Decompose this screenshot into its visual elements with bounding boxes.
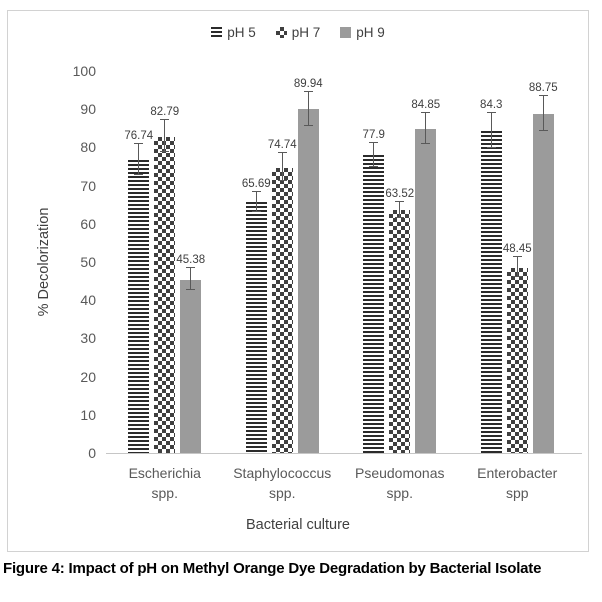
error-bar xyxy=(395,200,405,218)
y-tick-label: 0 xyxy=(88,445,96,461)
legend-label: pH 7 xyxy=(291,25,321,40)
bar-ph-5-0: 76.74 xyxy=(124,71,153,453)
y-tick-label: 70 xyxy=(80,177,96,194)
legend-label: pH 5 xyxy=(227,25,256,40)
error-bar xyxy=(512,256,522,278)
y-tick-label: 100 xyxy=(72,63,96,79)
bar-group-3: 84.3 48.45 88.75 xyxy=(459,71,577,453)
chart-figure-box: pH 5 pH 7 pH 9 % Decolorization 0 10 20 30 40 5… xyxy=(7,10,589,552)
bar-ph-7-0: 82.79 xyxy=(150,71,179,453)
bar-rect xyxy=(480,130,502,453)
bar-value-label: 77.9 xyxy=(362,128,385,141)
error-bar xyxy=(369,141,379,167)
category-label-line: Escherichia xyxy=(128,465,201,481)
y-tick-label: 50 xyxy=(80,254,96,270)
bar-rect xyxy=(415,128,437,453)
legend-item-ph-9: pH 9 xyxy=(340,25,385,40)
error-bar xyxy=(160,119,170,153)
bar-group-2: 77.9 63.52 84.85 xyxy=(341,71,459,453)
bar-value-label: 89.94 xyxy=(293,77,323,90)
bar-value-label: 63.52 xyxy=(385,187,415,200)
bar-rect xyxy=(180,279,202,453)
bar-rect xyxy=(245,202,267,453)
category-label-line: Enterobacter xyxy=(477,465,558,481)
error-bar xyxy=(421,111,431,145)
checker-swatch-icon xyxy=(275,27,287,38)
bar-value-label: 74.74 xyxy=(267,139,297,152)
bar-rect xyxy=(532,113,554,453)
bar-ph-9-0: 45.38 xyxy=(176,71,205,453)
bar-rect xyxy=(506,267,528,453)
error-bar xyxy=(303,90,313,127)
bar-ph-5-1: 65.69 xyxy=(242,71,271,453)
x-axis-line xyxy=(106,453,582,454)
bar-rect xyxy=(128,159,150,453)
bar-ph-9-3: 88.75 xyxy=(529,71,558,453)
bar-rect xyxy=(154,136,176,453)
error-bar xyxy=(277,152,287,181)
x-axis-category-labels: Escherichia spp. Staphylococcus spp. Pseudom… xyxy=(106,463,576,503)
legend-item-ph-7: pH 7 xyxy=(275,25,321,40)
category-label-line: Staphylococcus xyxy=(233,465,332,481)
plot-area: 76.74 82.79 45.38 65.69 74.74 89.94 77.9 63.52 8… xyxy=(106,71,576,453)
category-label-line: spp. xyxy=(386,485,413,501)
bar-value-label: 76.74 xyxy=(124,129,154,142)
bar-value-label: 88.75 xyxy=(528,81,558,94)
bar-rect xyxy=(363,155,385,453)
figure-caption: Figure 4: Impact of pH on Methyl Orange … xyxy=(3,560,542,577)
bar-rect xyxy=(389,210,411,453)
legend-item-ph-5: pH 5 xyxy=(211,25,256,40)
h-stripes-swatch-icon xyxy=(211,27,223,38)
bar-ph-7-2: 63.52 xyxy=(385,71,414,453)
category-label-2: Pseudomonas spp. xyxy=(341,463,459,503)
y-tick-label: 60 xyxy=(80,215,96,232)
bar-ph-7-1: 74.74 xyxy=(268,71,297,453)
bar-group-0: 76.74 82.79 45.38 xyxy=(106,71,224,453)
solid-swatch-icon xyxy=(340,27,352,38)
error-bar xyxy=(486,111,496,149)
bar-ph-5-2: 77.9 xyxy=(362,71,385,453)
chart-legend: pH 5 pH 7 pH 9 xyxy=(8,25,588,40)
bar-ph-5-3: 84.3 xyxy=(480,71,503,453)
error-bar xyxy=(186,266,196,291)
error-bar xyxy=(251,190,261,212)
bar-ph-9-2: 84.85 xyxy=(411,71,440,453)
category-label-line: spp xyxy=(505,485,529,501)
bar-ph-7-3: 48.45 xyxy=(503,71,532,453)
bar-value-label: 65.69 xyxy=(241,177,271,190)
y-tick-label: 80 xyxy=(80,139,96,156)
y-tick-label: 30 xyxy=(80,330,96,347)
category-label-line: Pseudomonas xyxy=(354,465,445,481)
legend-label: pH 9 xyxy=(356,25,385,40)
y-tick-label: 10 xyxy=(80,406,96,423)
bar-rect xyxy=(297,109,319,453)
error-bar xyxy=(134,142,144,175)
y-tick-label: 20 xyxy=(80,368,96,385)
bar-value-label: 48.45 xyxy=(502,243,532,256)
y-tick-label: 90 xyxy=(80,101,96,118)
bar-value-label: 82.79 xyxy=(150,106,180,119)
bar-value-label: 45.38 xyxy=(176,253,206,266)
x-axis-title: Bacterial culture xyxy=(246,517,350,533)
error-bar xyxy=(538,94,548,132)
category-label-line: spp. xyxy=(269,485,296,501)
bar-value-label: 84.3 xyxy=(480,98,503,111)
bar-ph-9-1: 89.94 xyxy=(294,71,323,453)
category-label-0: Escherichia spp. xyxy=(106,463,224,503)
bar-value-label: 84.85 xyxy=(411,98,441,111)
category-label-1: Staphylococcus spp. xyxy=(224,463,342,503)
bar-rect xyxy=(271,167,293,453)
y-tick-label: 40 xyxy=(80,292,96,309)
category-label-line: spp. xyxy=(151,485,178,501)
category-label-3: Enterobacter spp xyxy=(459,463,577,503)
bar-group-1: 65.69 74.74 89.94 xyxy=(224,71,342,453)
